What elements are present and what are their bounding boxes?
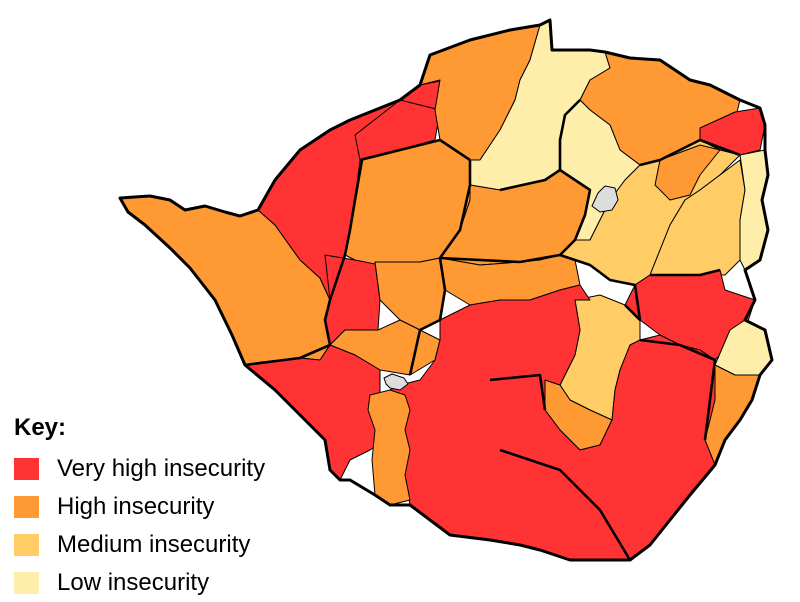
region-capital-no-data bbox=[591, 185, 619, 213]
legend-title: Key: bbox=[14, 414, 67, 441]
swatch-high bbox=[14, 496, 39, 518]
legend-item-medium: Medium insecurity bbox=[14, 526, 265, 564]
legend-label: Very high insecurity bbox=[57, 455, 266, 482]
legend-label: High insecurity bbox=[57, 493, 215, 520]
region-east-medium-2 bbox=[649, 159, 746, 281]
legend: Key: Very high insecurity High insecurit… bbox=[14, 414, 265, 602]
region-midwest-high bbox=[374, 257, 446, 331]
region-southwest-high bbox=[367, 389, 411, 506]
region-bulawayo-no-data bbox=[383, 373, 409, 391]
region-east-high-strip bbox=[654, 144, 721, 201]
province-borders bbox=[244, 99, 741, 561]
legend-label: Low insecurity bbox=[57, 569, 210, 596]
legend-label: Medium insecurity bbox=[57, 531, 251, 558]
legend-item-low: Low insecurity bbox=[14, 564, 265, 602]
swatch-medium bbox=[14, 534, 39, 556]
legend-item-high: High insecurity bbox=[14, 488, 265, 526]
swatch-low bbox=[14, 572, 39, 594]
map-regions bbox=[119, 19, 773, 561]
swatch-very-high bbox=[14, 458, 39, 480]
country-outline bbox=[118, 18, 774, 562]
legend-item-very-high: Very high insecurity bbox=[14, 450, 265, 488]
region-southwest-very-high bbox=[244, 344, 386, 481]
